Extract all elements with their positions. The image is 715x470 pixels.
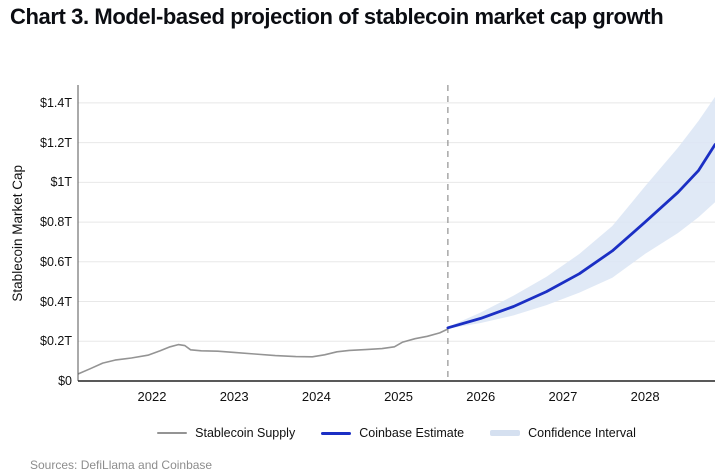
legend-item-stablecoin-supply: Stablecoin Supply [157, 426, 295, 440]
legend-label: Confidence Interval [528, 426, 636, 440]
x-tick-label: 2022 [137, 389, 167, 404]
y-tick-label: $1.4T [40, 95, 72, 110]
source-note: Sources: DefiLlama and Coinbase [30, 458, 213, 470]
legend: Stablecoin Supply Coinbase Estimate Conf… [78, 423, 715, 443]
y-axis-title-text: Stablecoin Market Cap [9, 164, 25, 302]
legend-item-confidence-interval: Confidence Interval [490, 426, 636, 440]
confidence-band-area [447, 96, 715, 329]
estimate-line-swatch [321, 431, 352, 435]
legend-label: Coinbase Estimate [359, 426, 465, 440]
y-tick-label: $0.4T [40, 294, 72, 309]
y-tick-label: $0.6T [40, 254, 72, 269]
y-axis-title: Stablecoin Market Cap [6, 85, 28, 381]
y-tick-label: $1T [50, 175, 72, 190]
y-tick-label: $0 [58, 374, 72, 388]
confidence-band-swatch [490, 430, 521, 436]
x-tick-label: 2027 [548, 389, 578, 404]
plot-canvas [77, 85, 715, 382]
x-tick-label: 2025 [384, 389, 413, 404]
coinbase-estimate-line [446, 143, 715, 330]
y-tick-label: $1.2T [40, 135, 72, 150]
stablecoin-supply-line [77, 328, 449, 375]
x-tick-label: 2023 [219, 389, 249, 404]
supply-line-swatch [157, 431, 188, 435]
y-tick-label: $0.2T [40, 334, 72, 349]
x-tick-label: 2024 [301, 389, 331, 404]
legend-item-coinbase-estimate: Coinbase Estimate [321, 426, 464, 440]
legend-label: Stablecoin Supply [195, 426, 296, 440]
chart-title: Chart 3. Model-based projection of stabl… [10, 4, 664, 29]
y-tick-label: $0.8T [40, 215, 72, 230]
x-tick-label: 2028 [630, 389, 660, 404]
x-tick-label: 2026 [466, 389, 496, 404]
